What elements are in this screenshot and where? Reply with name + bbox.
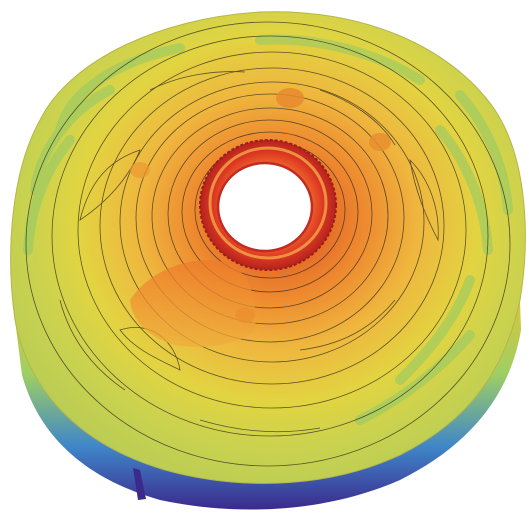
peak-bottom bbox=[235, 307, 255, 323]
inner-rim-ridge bbox=[208, 146, 328, 260]
peak-top bbox=[276, 88, 304, 108]
surface-drip bbox=[133, 468, 146, 500]
central-mound bbox=[130, 260, 256, 347]
central-hole bbox=[216, 161, 314, 253]
inner-rim-edge bbox=[199, 139, 337, 271]
peak-right bbox=[369, 133, 391, 151]
peak-left bbox=[130, 162, 150, 178]
